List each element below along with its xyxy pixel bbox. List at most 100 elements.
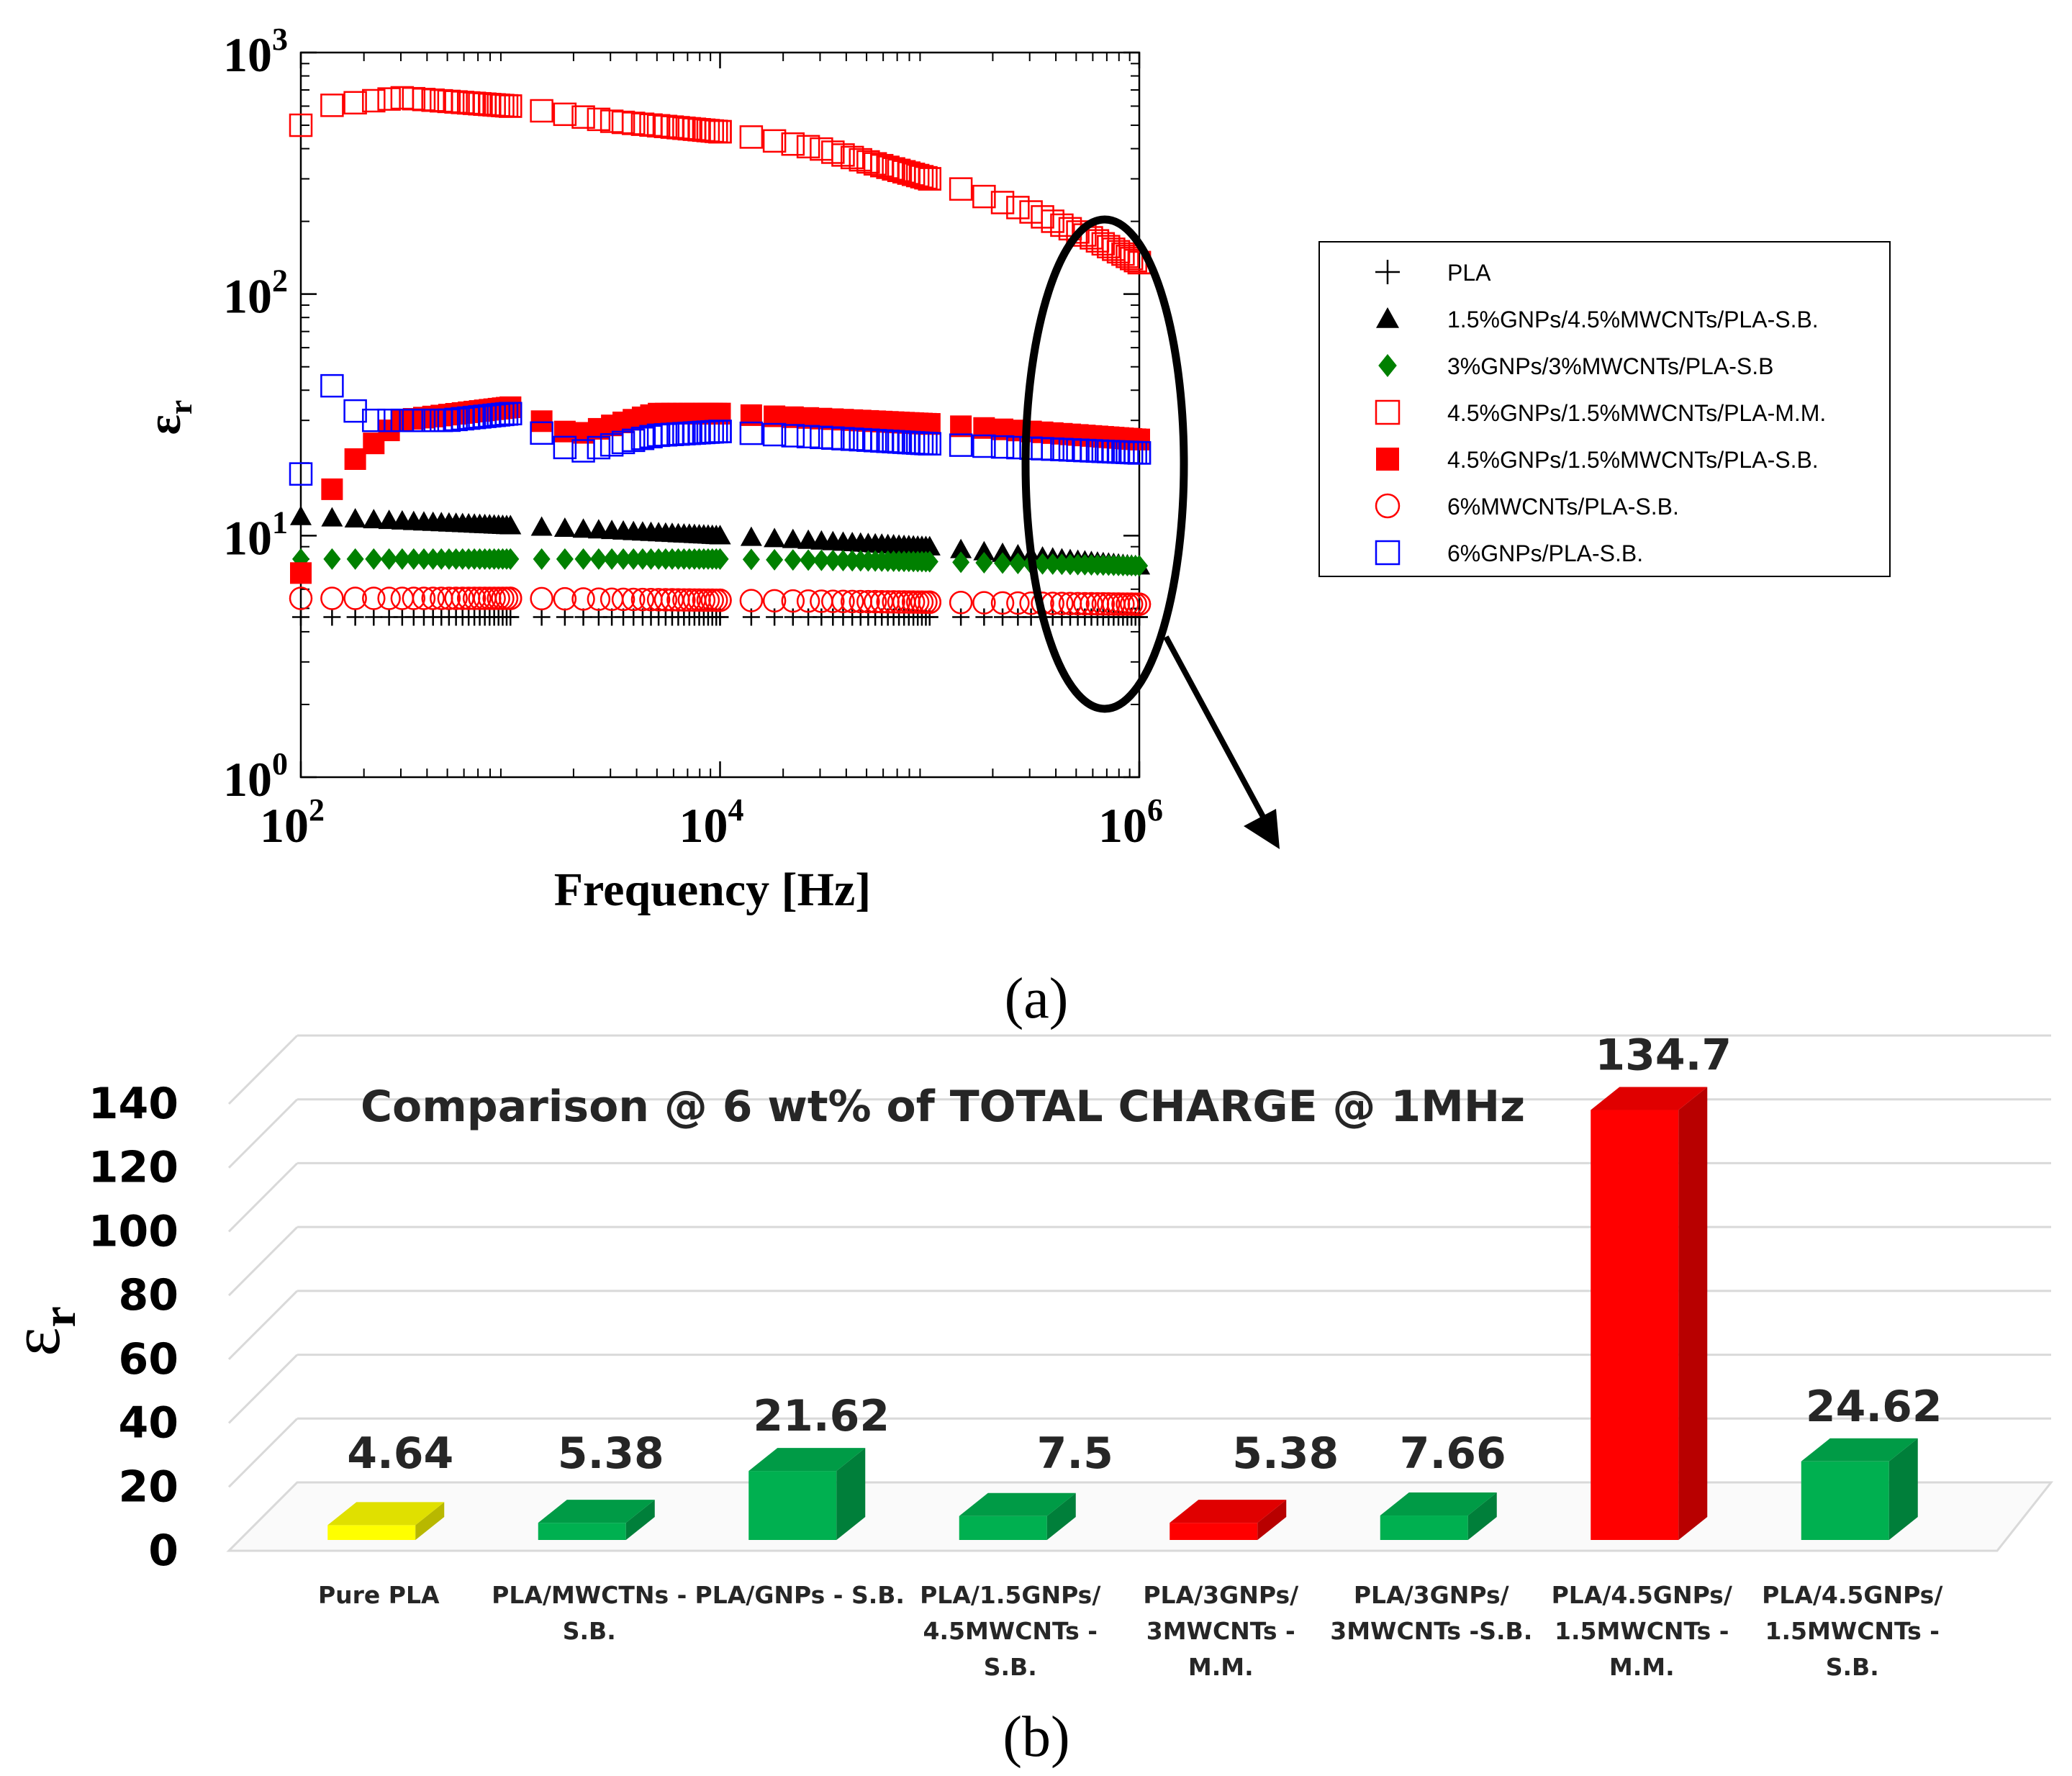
x-axis-title: Frequency [Hz] bbox=[554, 864, 872, 916]
data-point bbox=[910, 165, 934, 189]
callout-arrow-line bbox=[1163, 635, 1266, 818]
data-point bbox=[320, 586, 344, 610]
y-axis-title: εr bbox=[138, 400, 199, 435]
data-point bbox=[781, 424, 805, 448]
legend-label: 4.5%GNPs/1.5%MWCNTs/PLA-S.B. bbox=[1447, 447, 1819, 473]
data-point bbox=[377, 586, 401, 610]
data-point bbox=[1050, 213, 1074, 237]
data-point bbox=[365, 548, 383, 570]
bar bbox=[327, 1525, 416, 1540]
data-point bbox=[533, 548, 551, 570]
data-point bbox=[975, 552, 993, 574]
data-label: 5.38 bbox=[558, 1428, 664, 1479]
data-point bbox=[571, 587, 595, 611]
data-point bbox=[630, 426, 655, 450]
data-point bbox=[321, 478, 343, 500]
chart-title: Comparison @ 6 wt% of TOTAL CHARGE @ 1MH… bbox=[361, 1082, 1525, 1132]
data-point bbox=[709, 525, 731, 545]
data-point bbox=[762, 422, 787, 447]
data-point bbox=[918, 590, 941, 615]
data-point bbox=[587, 587, 611, 611]
data-point bbox=[1009, 552, 1027, 574]
data-point bbox=[553, 102, 577, 127]
data-point bbox=[404, 548, 422, 570]
data-point bbox=[742, 548, 760, 571]
callout-arrow-head bbox=[1244, 809, 1280, 849]
data-point bbox=[571, 439, 595, 463]
y-tick-label: 100 bbox=[223, 746, 288, 807]
y-tick-label: 40 bbox=[119, 1398, 179, 1449]
data-point bbox=[972, 591, 996, 615]
data-point bbox=[289, 113, 313, 137]
data-point bbox=[553, 435, 577, 460]
data-point bbox=[784, 549, 802, 571]
bar-group: 21.62 PLA/GNPs - S.B. bbox=[695, 1391, 905, 1609]
data-point bbox=[869, 429, 894, 453]
series-6 bbox=[289, 373, 1152, 486]
data-point bbox=[343, 399, 367, 423]
category-label: Pure PLA bbox=[318, 1581, 440, 1609]
data-point bbox=[1111, 242, 1135, 266]
bar-top bbox=[1591, 1087, 1708, 1110]
legend-item: 4.5%GNPs/1.5%MWCNTs/PLA-S.B. bbox=[1376, 447, 1819, 473]
category-label: PLA/4.5GNPs/ bbox=[1762, 1581, 1943, 1609]
data-point bbox=[437, 89, 461, 114]
legend-marker bbox=[1375, 260, 1400, 284]
y-axis-title: εr bbox=[0, 1306, 86, 1356]
legend-label: 1.5%GNPs/4.5%MWCNTs/PLA-S.B. bbox=[1447, 307, 1819, 332]
data-point bbox=[762, 129, 787, 153]
data-point bbox=[687, 421, 711, 445]
data-label: 21.62 bbox=[753, 1391, 890, 1441]
data-point bbox=[905, 163, 930, 188]
data-point bbox=[918, 535, 941, 556]
data-point bbox=[363, 509, 385, 529]
bar-top bbox=[327, 1502, 445, 1526]
data-point bbox=[292, 608, 309, 626]
bar-top bbox=[1170, 1500, 1287, 1523]
data-point bbox=[824, 549, 842, 571]
bar-side bbox=[1257, 1500, 1287, 1540]
gridline-side bbox=[227, 1034, 299, 1105]
data-point bbox=[393, 548, 411, 570]
data-point bbox=[972, 434, 996, 458]
chart-floor bbox=[226, 1481, 2054, 1552]
bar-group: 24.62 PLA/4.5GNPs/1.5MWCNTs - S.B. bbox=[1762, 1382, 1943, 1681]
bar-top bbox=[748, 1448, 866, 1472]
data-point bbox=[530, 410, 553, 432]
data-point bbox=[764, 527, 786, 548]
data-point bbox=[863, 589, 887, 614]
bar-side bbox=[836, 1448, 866, 1540]
data-point bbox=[692, 118, 716, 142]
y-tick-label: 80 bbox=[119, 1270, 179, 1320]
data-point bbox=[603, 548, 621, 570]
data-point bbox=[797, 529, 820, 549]
bar bbox=[1170, 1523, 1258, 1540]
category-label: S.B. bbox=[984, 1653, 1037, 1681]
data-point bbox=[739, 125, 764, 149]
data-point bbox=[377, 87, 401, 111]
bar-group: 5.38 PLA/MWCTNs - S.B. bbox=[492, 1428, 687, 1645]
category-label: 3MWCNTs - bbox=[1146, 1617, 1295, 1645]
category-label: PLA/3GNPs/ bbox=[1354, 1581, 1510, 1609]
data-point bbox=[914, 166, 938, 190]
data-point bbox=[918, 413, 941, 435]
legend-label: 6%GNPs/PLA-S.B. bbox=[1447, 540, 1643, 566]
data-point bbox=[887, 590, 911, 614]
data-point bbox=[362, 89, 386, 113]
gridline-side bbox=[227, 1098, 299, 1169]
gridline-side bbox=[227, 1162, 299, 1233]
data-point bbox=[1097, 235, 1121, 258]
legend-marker bbox=[1375, 399, 1401, 425]
data-point bbox=[571, 105, 595, 129]
legend-marker bbox=[1375, 540, 1401, 566]
data-point bbox=[530, 99, 553, 123]
data-point bbox=[502, 608, 520, 626]
data-point bbox=[918, 432, 941, 456]
data-point bbox=[646, 114, 671, 138]
category-label: PLA/3GNPs/ bbox=[1143, 1581, 1299, 1609]
data-point bbox=[572, 518, 594, 538]
data-point bbox=[708, 588, 732, 612]
bar-group: 7.66 PLA/3GNPs/3MWCNTs -S.B. bbox=[1330, 1428, 1532, 1645]
data-point bbox=[863, 152, 887, 176]
